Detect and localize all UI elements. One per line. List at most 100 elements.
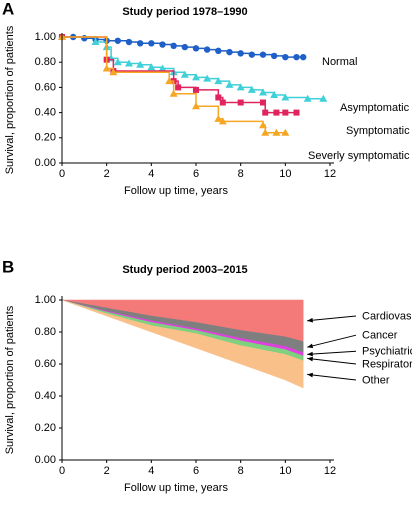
- series-label: Cardiovascular: [362, 310, 412, 322]
- y-tick-label: 0.80: [35, 56, 56, 68]
- marker: [281, 128, 290, 136]
- marker: [180, 70, 189, 78]
- marker: [236, 83, 245, 91]
- y-tick-label: 0.60: [35, 81, 56, 93]
- marker: [170, 42, 177, 50]
- arrow-head: [307, 343, 314, 349]
- series-label: Symptomatic: [346, 125, 410, 137]
- marker: [226, 48, 233, 56]
- survival-line: [62, 36, 297, 114]
- marker: [165, 77, 174, 85]
- marker: [215, 47, 222, 55]
- x-tick-label: 0: [59, 465, 65, 477]
- chart-title: Study period 1978–1990: [122, 6, 247, 18]
- marker: [91, 38, 100, 46]
- marker: [273, 109, 280, 116]
- marker: [293, 53, 300, 61]
- marker: [218, 117, 227, 125]
- marker: [237, 50, 244, 57]
- x-tick-label: 8: [238, 168, 244, 180]
- marker: [293, 109, 300, 116]
- marker: [260, 99, 266, 106]
- marker: [247, 85, 256, 93]
- marker: [259, 121, 267, 129]
- marker: [248, 51, 256, 58]
- marker: [303, 94, 312, 102]
- arrow: [307, 350, 357, 355]
- marker: [113, 58, 122, 66]
- y-tick-label: 1.00: [35, 294, 56, 306]
- y-tick-label: 0.40: [35, 390, 56, 402]
- marker: [109, 68, 118, 76]
- x-tick-label: 8: [238, 465, 244, 477]
- arrow-head: [307, 356, 313, 362]
- y-tick-label: 0.00: [35, 157, 56, 169]
- marker: [261, 128, 270, 136]
- marker: [262, 109, 269, 116]
- marker: [192, 102, 200, 110]
- y-tick-label: 0.20: [35, 132, 56, 144]
- series-label: Cancer: [362, 330, 398, 342]
- marker: [193, 86, 199, 93]
- series-label: Normal: [322, 56, 357, 68]
- arrow-head: [307, 351, 313, 357]
- chart-title: Study period 2003–2015: [122, 264, 247, 276]
- marker: [319, 94, 328, 102]
- marker: [125, 38, 133, 46]
- x-tick-label: 4: [148, 168, 154, 180]
- marker: [148, 40, 155, 47]
- marker: [136, 40, 144, 47]
- arrow: [307, 334, 357, 348]
- marker: [125, 59, 133, 67]
- marker: [203, 46, 211, 53]
- marker: [300, 53, 307, 61]
- marker: [215, 94, 222, 101]
- arrow-head: [307, 372, 313, 378]
- x-tick-label: 12: [324, 168, 336, 180]
- series-label: Severly symptomatic: [308, 150, 410, 162]
- marker: [259, 51, 267, 58]
- survival-line: [62, 36, 324, 100]
- x-tick-label: 4: [148, 465, 154, 477]
- series-label: Asymptomatic: [340, 102, 410, 114]
- marker: [282, 109, 289, 116]
- marker: [114, 37, 122, 44]
- y-tick-label: 0.40: [35, 107, 56, 119]
- x-tick-label: 0: [59, 168, 65, 180]
- x-tick-label: 2: [104, 168, 110, 180]
- survival-line: [62, 36, 286, 134]
- marker: [159, 41, 166, 48]
- arrow: [307, 315, 357, 322]
- y-tick-label: 1.00: [35, 31, 56, 43]
- arrow: [307, 373, 357, 381]
- marker: [102, 64, 111, 72]
- x-tick-label: 6: [193, 465, 199, 477]
- y-tick-label: 0.20: [35, 422, 56, 434]
- marker: [225, 80, 234, 88]
- marker: [282, 53, 289, 61]
- marker: [181, 43, 189, 51]
- marker: [136, 60, 145, 68]
- marker: [192, 73, 200, 81]
- marker: [214, 114, 223, 122]
- marker: [259, 88, 267, 96]
- y-tick-label: 0.00: [35, 454, 56, 466]
- panel-label: A: [2, 0, 14, 18]
- x-tick-label: 10: [279, 465, 291, 477]
- marker: [219, 99, 226, 106]
- x-tick-label: 10: [279, 168, 291, 180]
- marker: [237, 99, 244, 106]
- arrow-head: [307, 317, 313, 323]
- marker: [175, 84, 182, 91]
- marker: [270, 52, 278, 60]
- y-tick-label: 0.80: [35, 326, 56, 338]
- marker: [214, 77, 223, 85]
- marker: [270, 90, 279, 98]
- marker: [272, 128, 281, 136]
- x-axis-label: Follow up time, years: [124, 185, 228, 197]
- panel-label: B: [2, 257, 14, 276]
- marker: [81, 35, 88, 42]
- x-tick-label: 12: [324, 465, 336, 477]
- x-tick-label: 2: [104, 465, 110, 477]
- series-label: Psychiatric: [362, 346, 412, 358]
